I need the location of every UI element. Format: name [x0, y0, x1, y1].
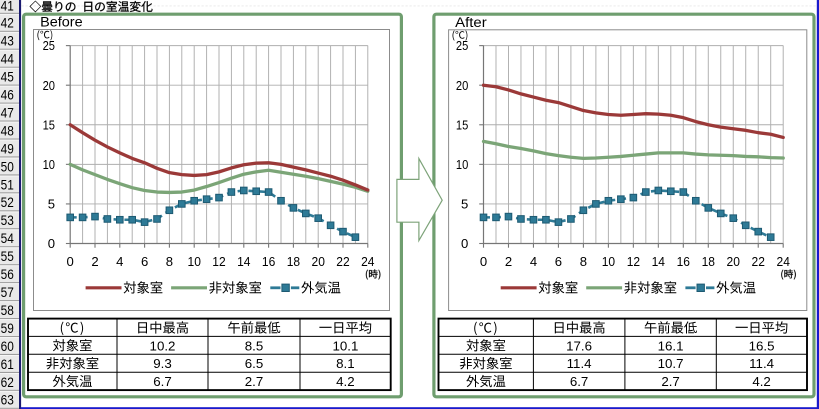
svg-text:16.5: 16.5 [749, 338, 775, 353]
svg-text:46: 46 [1, 88, 14, 104]
svg-text:10.2: 10.2 [150, 338, 176, 353]
svg-text:45: 45 [1, 70, 14, 86]
svg-text:6.7: 6.7 [570, 374, 589, 389]
svg-text:58: 58 [1, 303, 14, 319]
svg-text:20: 20 [456, 78, 468, 93]
svg-text:2: 2 [505, 254, 512, 269]
svg-text:4.2: 4.2 [336, 374, 355, 389]
svg-text:9.3: 9.3 [153, 356, 172, 371]
svg-text:0: 0 [480, 254, 487, 269]
svg-text:42: 42 [1, 16, 14, 32]
svg-text:15: 15 [456, 117, 468, 132]
svg-text:61: 61 [1, 357, 14, 373]
svg-text:47: 47 [1, 106, 14, 122]
svg-text:4: 4 [530, 254, 537, 269]
svg-text:2.7: 2.7 [245, 374, 264, 389]
svg-text:48: 48 [1, 123, 14, 139]
svg-text:8: 8 [580, 254, 587, 269]
svg-text:24: 24 [777, 254, 790, 269]
svg-text:5: 5 [461, 197, 468, 212]
svg-text:15: 15 [43, 117, 55, 132]
svg-text:6.7: 6.7 [153, 374, 172, 389]
svg-text:54: 54 [1, 231, 14, 247]
svg-text:5: 5 [48, 197, 55, 212]
svg-text:10: 10 [188, 254, 201, 269]
svg-text:6.5: 6.5 [245, 356, 264, 371]
svg-text:57: 57 [1, 285, 14, 301]
svg-text:20: 20 [727, 254, 740, 269]
svg-text:55: 55 [1, 249, 14, 265]
svg-text:12: 12 [212, 254, 225, 269]
svg-text:63: 63 [1, 393, 14, 409]
svg-text:0: 0 [67, 254, 74, 269]
svg-text:2: 2 [91, 254, 98, 269]
svg-text:14: 14 [652, 254, 665, 269]
svg-text:25: 25 [43, 38, 55, 53]
svg-text:16: 16 [262, 254, 275, 269]
svg-text:50: 50 [1, 159, 14, 175]
svg-text:52: 52 [1, 195, 14, 211]
svg-text:14: 14 [237, 254, 250, 269]
svg-text:After: After [455, 15, 487, 30]
svg-text:51: 51 [1, 177, 14, 193]
svg-text:8: 8 [166, 254, 173, 269]
svg-text:62: 62 [1, 375, 14, 391]
svg-text:53: 53 [1, 213, 14, 229]
svg-text:20: 20 [43, 78, 55, 93]
svg-text:44: 44 [1, 52, 14, 68]
svg-text:8.1: 8.1 [336, 356, 355, 371]
svg-text:Before: Before [40, 15, 83, 30]
svg-text:41: 41 [1, 0, 14, 15]
svg-text:10: 10 [602, 254, 615, 269]
svg-text:59: 59 [1, 321, 14, 337]
svg-text:10: 10 [456, 157, 468, 172]
svg-text:18: 18 [702, 254, 715, 269]
svg-text:6: 6 [555, 254, 562, 269]
svg-text:22: 22 [752, 254, 765, 269]
svg-text:25: 25 [456, 38, 468, 53]
svg-text:0: 0 [461, 236, 468, 251]
svg-text:8.5: 8.5 [245, 338, 264, 353]
svg-text:2.7: 2.7 [661, 374, 680, 389]
svg-text:0: 0 [48, 236, 55, 251]
svg-text:10.7: 10.7 [658, 356, 684, 371]
svg-text:60: 60 [1, 339, 14, 355]
svg-text:20: 20 [312, 254, 325, 269]
svg-text:43: 43 [1, 34, 14, 50]
svg-text:11.4: 11.4 [567, 356, 592, 371]
svg-text:11.4: 11.4 [749, 356, 774, 371]
svg-text:10.1: 10.1 [332, 338, 358, 353]
svg-text:4: 4 [116, 254, 123, 269]
svg-text:16: 16 [677, 254, 690, 269]
svg-text:18: 18 [287, 254, 300, 269]
svg-text:22: 22 [336, 254, 349, 269]
svg-text:17.6: 17.6 [566, 338, 592, 353]
svg-text:49: 49 [1, 141, 14, 157]
svg-text:10: 10 [43, 157, 55, 172]
svg-text:4.2: 4.2 [752, 374, 771, 389]
svg-text:12: 12 [627, 254, 640, 269]
svg-text:16.1: 16.1 [658, 338, 684, 353]
svg-text:56: 56 [1, 267, 14, 283]
svg-text:6: 6 [141, 254, 148, 269]
svg-text:24: 24 [361, 254, 374, 269]
